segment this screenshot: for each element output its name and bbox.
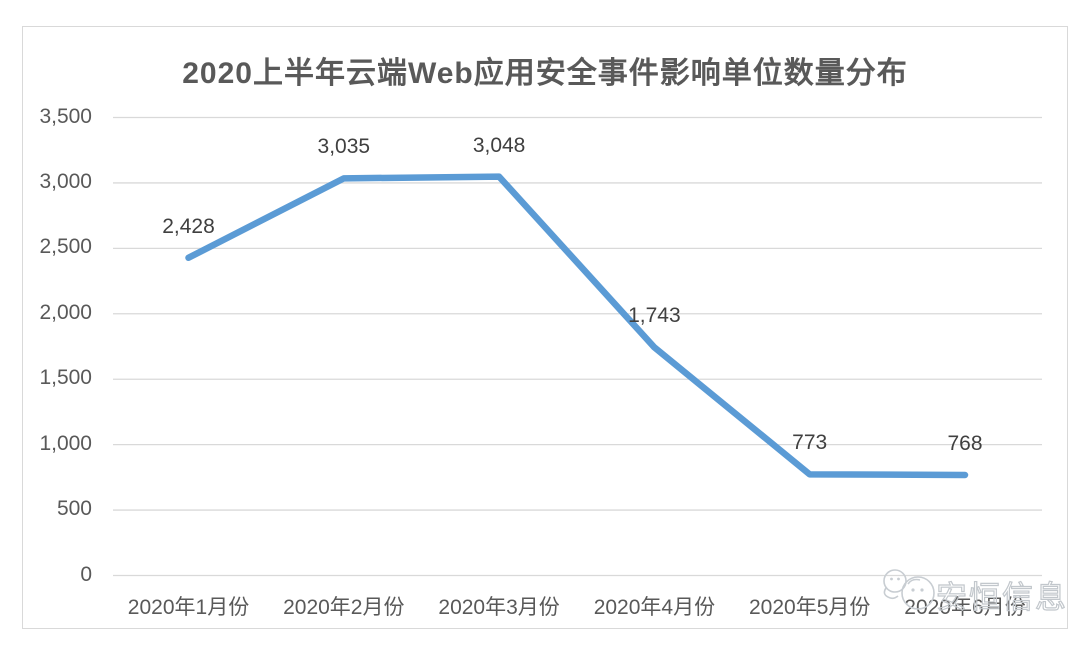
chart-title: 2020上半年云端Web应用安全事件影响单位数量分布 [182,57,908,90]
x-tick-label: 2020年6月份 [904,596,1026,619]
y-tick-label: 3,500 [39,104,92,128]
y-tick-label: 500 [56,497,92,521]
y-tick-label: 3,000 [39,169,92,193]
y-tick-label: 2,000 [39,300,92,324]
data-point-label: 768 [947,432,983,455]
data-series-line [185,173,969,479]
x-tick-label: 2020年4月份 [593,596,716,619]
y-tick-label: 1,500 [39,366,92,390]
x-tick-label: 2020年5月份 [748,596,871,619]
y-tick-label: 2,500 [39,235,92,259]
data-point-label: 1,743 [628,304,681,328]
chart-frame-border [22,26,1068,629]
y-tick-label: 0 [80,562,92,586]
x-tick-label: 2020年3月份 [438,596,560,619]
data-point-label: 2,428 [162,214,215,238]
data-point-label: 3,048 [472,133,526,157]
y-tick-label: 1,000 [39,431,92,455]
data-point-label: 3,035 [317,135,371,159]
data-point-label: 773 [792,431,828,455]
x-tick-label: 2020年2月份 [283,596,405,619]
x-tick-label: 2020年1月份 [127,596,250,619]
